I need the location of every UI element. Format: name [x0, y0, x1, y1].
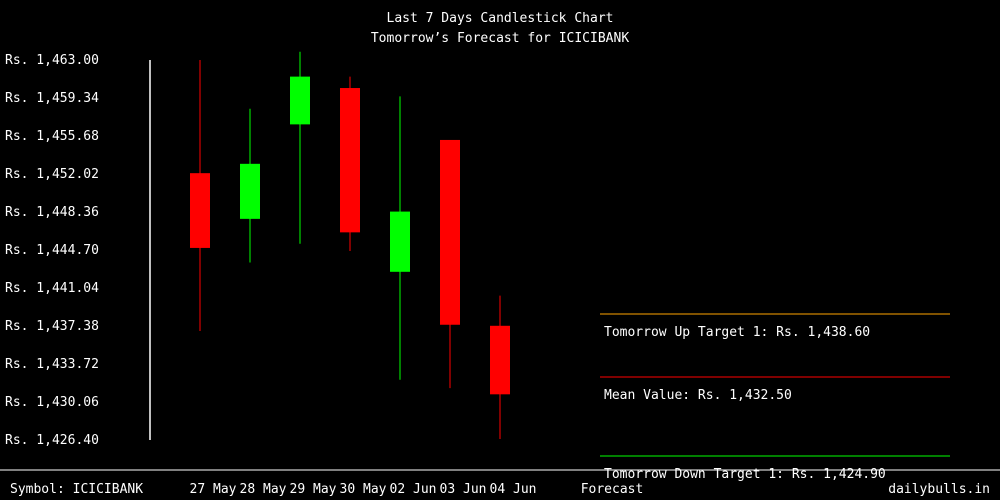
- symbol-label: Symbol: ICICIBANK: [10, 482, 143, 497]
- forecast-panel: Tomorrow Up Target 1: Rs. 1,438.60 Mean …: [600, 313, 950, 482]
- candle-body: [240, 163, 260, 219]
- y-tick-label: Rs. 1,444.70: [5, 243, 99, 258]
- candle-body: [390, 211, 410, 272]
- candle-body: [490, 325, 510, 395]
- candle-body: [290, 76, 310, 125]
- x-tick-label: 28 May: [240, 482, 287, 497]
- y-tick-label: Rs. 1,459.34: [5, 91, 99, 106]
- x-tick-label: 02 Jun: [390, 482, 437, 497]
- y-tick-label: Rs. 1,437.38: [5, 319, 99, 334]
- y-tick-label: Rs. 1,433.72: [5, 357, 99, 372]
- down-target-label: Tomorrow Down Target 1: Rs. 1,424.90: [604, 467, 886, 482]
- mean-label: Mean Value: Rs. 1,432.50: [604, 388, 792, 403]
- x-tick-label: 27 May: [190, 482, 237, 497]
- x-tick-label: 03 Jun: [440, 482, 487, 497]
- x-tick-label: 04 Jun: [490, 482, 537, 497]
- y-tick-label: Rs. 1,452.02: [5, 167, 99, 182]
- chart-subtitle: Tomorrow’s Forecast for ICICIBANK: [371, 31, 629, 46]
- x-tick-label: 30 May: [340, 482, 387, 497]
- y-tick-label: Rs. 1,463.00: [5, 53, 99, 68]
- site-label: dailybulls.in: [888, 482, 990, 497]
- x-tick-label: 29 May: [290, 482, 337, 497]
- y-tick-label: Rs. 1,455.68: [5, 129, 99, 144]
- x-axis-labels: 27 May 28 May 29 May 30 May 02 Jun 03 Jun 04 J…: [190, 482, 537, 497]
- candles: [190, 51, 510, 439]
- forecast-label: Forecast: [581, 482, 644, 497]
- y-tick-label: Rs. 1,448.36: [5, 205, 99, 220]
- candle-body: [190, 173, 210, 248]
- y-tick-label: Rs. 1,430.06: [5, 395, 99, 410]
- chart-title: Last 7 Days Candlestick Chart: [387, 11, 614, 26]
- candle-body: [440, 139, 460, 325]
- candle-body: [340, 88, 360, 233]
- y-axis-ticks: Rs. 1,463.00 Rs. 1,459.34 Rs. 1,455.68 Rs. …: [5, 53, 99, 448]
- y-tick-label: Rs. 1,426.40: [5, 433, 99, 448]
- y-tick-label: Rs. 1,441.04: [5, 281, 99, 296]
- up-target-label: Tomorrow Up Target 1: Rs. 1,438.60: [604, 325, 870, 340]
